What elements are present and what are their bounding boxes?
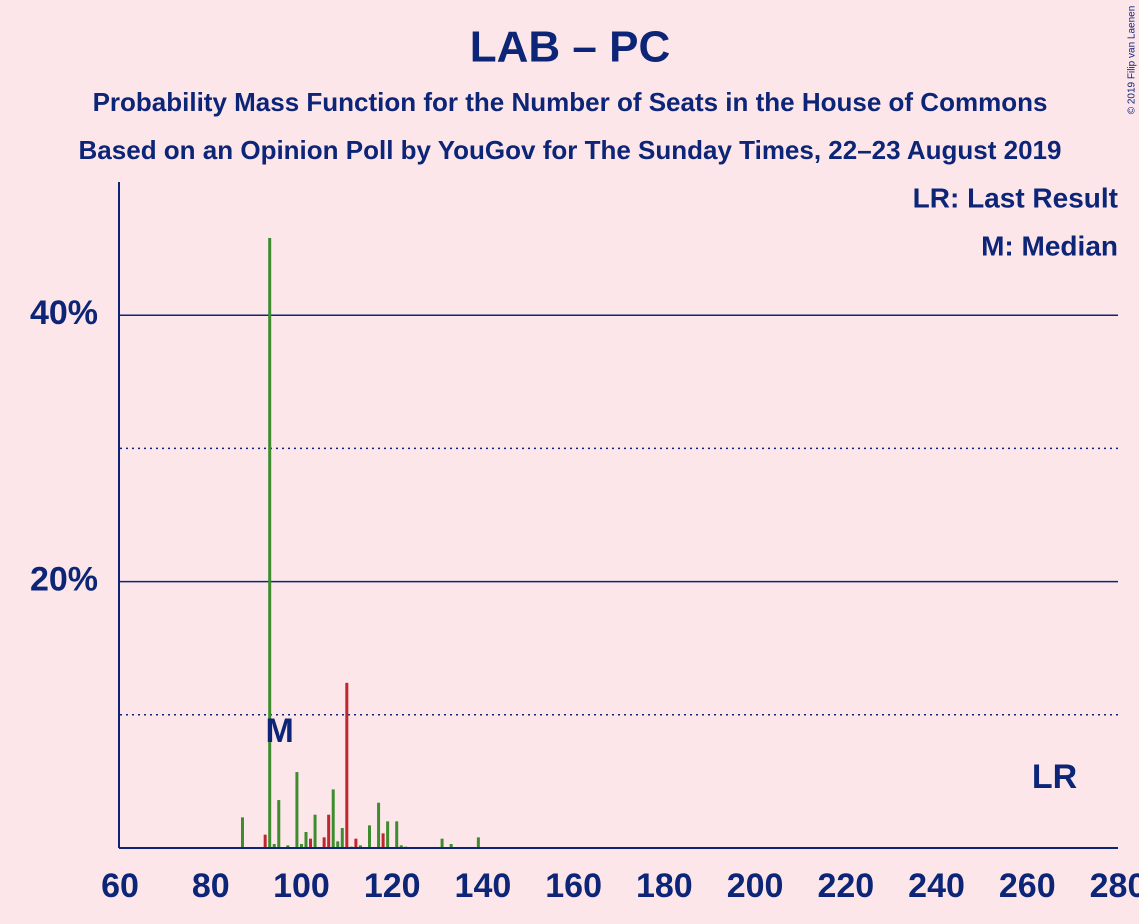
- bar: [295, 772, 299, 848]
- bar: [309, 838, 313, 848]
- x-tick-label: 180: [636, 867, 693, 905]
- last-result-label: LR: [1032, 758, 1077, 796]
- chart-subtitle: Probability Mass Function for the Number…: [93, 87, 1048, 117]
- bar: [331, 789, 335, 848]
- bar: [449, 844, 453, 848]
- bar: [304, 832, 308, 848]
- bar: [268, 237, 272, 849]
- bar: [299, 844, 303, 848]
- x-tick-label: 160: [545, 867, 602, 905]
- x-tick-label: 260: [999, 867, 1056, 905]
- bar: [358, 845, 362, 848]
- bar: [476, 837, 480, 848]
- x-tick-label: 60: [101, 867, 139, 905]
- copyright: © 2019 Filip van Laenen: [1127, 6, 1138, 115]
- bar: [381, 833, 385, 848]
- bar: [395, 821, 399, 848]
- bar: [272, 844, 276, 848]
- bar: [354, 838, 358, 848]
- bar: [277, 800, 281, 848]
- x-tick-label: 200: [727, 867, 784, 905]
- bar: [377, 802, 381, 848]
- x-tick-label: 100: [273, 867, 330, 905]
- bar: [313, 814, 317, 848]
- x-tick-label: 140: [455, 867, 512, 905]
- x-tick-label: 240: [908, 867, 965, 905]
- legend-text: LR: Last Result: [913, 182, 1118, 213]
- median-label: M: [266, 712, 294, 750]
- legend-text: M: Median: [981, 230, 1118, 261]
- x-tick-label: 220: [817, 867, 874, 905]
- y-tick-label: 40%: [30, 294, 98, 332]
- chart-title: LAB – PC: [470, 23, 670, 72]
- bar: [286, 845, 290, 848]
- bar: [322, 837, 326, 848]
- x-tick-label: 80: [192, 867, 230, 905]
- bar: [263, 834, 267, 848]
- bar: [327, 814, 331, 848]
- bar: [336, 841, 340, 848]
- y-tick-label: 20%: [30, 561, 98, 599]
- bar: [399, 845, 403, 848]
- bar: [440, 838, 444, 848]
- bar: [368, 825, 371, 848]
- chart-subtitle: Based on an Opinion Poll by YouGov for T…: [79, 135, 1062, 165]
- bar: [345, 682, 349, 848]
- bar: [340, 828, 344, 848]
- x-tick-label: 280: [1090, 867, 1139, 905]
- bar: [386, 821, 390, 848]
- x-tick-label: 120: [364, 867, 421, 905]
- bar: [240, 817, 244, 848]
